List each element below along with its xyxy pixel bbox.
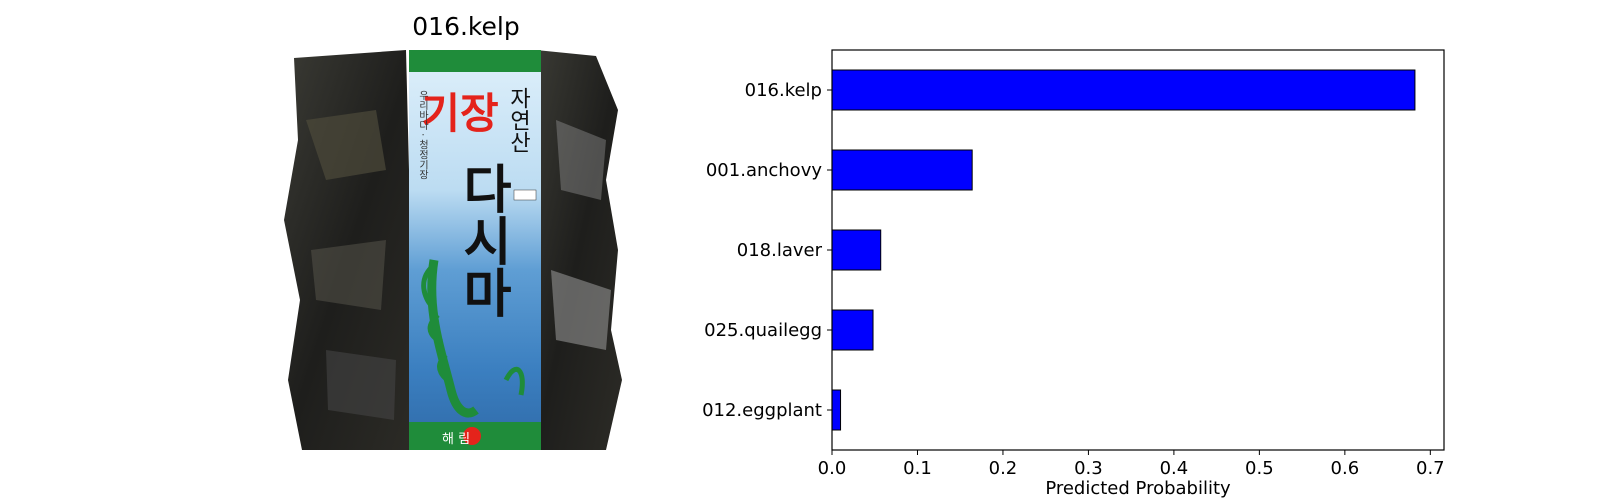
x-tick-label: 0.5 [1245,458,1274,479]
x-tick-label: 0.6 [1331,458,1360,479]
x-tick-label: 0.1 [903,458,932,479]
bar-016-kelp [831,69,1416,111]
x-axis-label: Predicted Probability [1045,478,1231,499]
y-tick-label: 001.anchovy [706,160,822,181]
image-title: 016.kelp [412,12,520,41]
y-tick-label: 025.quailegg [704,320,822,341]
x-ticks: 0.0 0.1 0.2 0.3 0.4 0.5 0.6 0.7 [818,450,1445,479]
kelp-package-illustration: 기장 자연산 다시마 우리바다 · 청정기장 해 림 [266,50,666,450]
barcode [513,189,537,201]
bar-001-anchovy [831,149,973,191]
x-tick-label: 0.3 [1074,458,1103,479]
bar-018-laver [831,229,882,271]
package-brand-text: 기장 [421,89,498,138]
x-tick-label: 0.4 [1160,458,1189,479]
y-tick-label: 018.laver [737,240,823,261]
bars-group [831,69,1416,431]
package-side-text: 자연산 [506,87,531,153]
x-tick-label: 0.7 [1416,458,1445,479]
kelp-bag-right [536,50,622,450]
package-logo [463,427,481,445]
package-label [409,50,541,450]
kelp-photo: 기장 자연산 다시마 우리바다 · 청정기장 해 림 [266,50,666,450]
package-vertical-text: 우리바다 · 청정기장 [417,90,429,180]
package-product-text: 다시마 [452,162,512,318]
x-tick-label: 0.2 [989,458,1018,479]
y-tick-label: 016.kelp [745,80,822,101]
x-tick-label: 0.0 [818,458,847,479]
bar-025-quailegg [831,309,874,351]
y-tick-label: 012.eggplant [702,400,822,421]
y-tick-labels: 016.kelp 001.anchovy 018.laver 025.quailegg… [702,80,832,421]
package-bottom-text: 해 림 [442,432,470,447]
bar-012-eggplant [831,389,842,431]
